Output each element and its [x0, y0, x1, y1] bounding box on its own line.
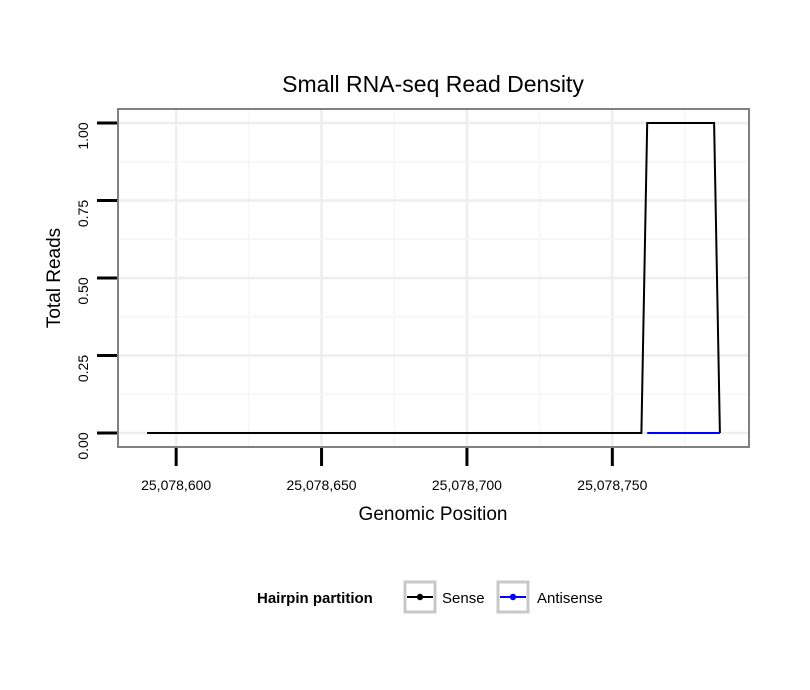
legend-key-point-sense — [416, 593, 424, 601]
grid — [118, 109, 749, 447]
legend-label-antisense: Antisense — [537, 590, 603, 607]
legend-label-sense: Sense — [442, 590, 485, 607]
legend-item-antisense[interactable]: Antisense — [496, 580, 603, 614]
y-tick-label: 0.25 — [75, 355, 91, 382]
legend-key-point-antisense — [509, 593, 517, 601]
y-tick-label: 0.00 — [75, 432, 91, 459]
x-tick-label: 25,078,750 — [577, 477, 647, 493]
y-axis: 0.00 0.25 0.50 0.75 1.00 — [75, 121, 117, 460]
plot-panel-border — [117, 108, 750, 448]
x-tick-label: 25,078,600 — [141, 477, 211, 493]
y-axis-title: Total Reads — [44, 228, 65, 328]
x-axis: 25,078,600 25,078,650 25,078,700 25,078,750 — [141, 448, 648, 493]
series-layer — [147, 122, 721, 434]
legend-title: Hairpin partition — [257, 590, 373, 607]
x-tick-label: 25,078,700 — [432, 477, 502, 493]
y-tick-label: 0.75 — [75, 200, 91, 227]
y-tick-label: 0.50 — [75, 277, 91, 304]
series-line-sense — [147, 122, 721, 434]
legend-item-sense[interactable]: Sense — [403, 580, 485, 614]
x-axis-title: Genomic Position — [359, 504, 508, 525]
y-tick-label: 1.00 — [75, 122, 91, 149]
x-tick-label: 25,078,650 — [287, 477, 357, 493]
chart-title: Small RNA-seq Read Density — [282, 71, 584, 97]
legend: Hairpin partition Sense Antisense — [257, 580, 603, 614]
